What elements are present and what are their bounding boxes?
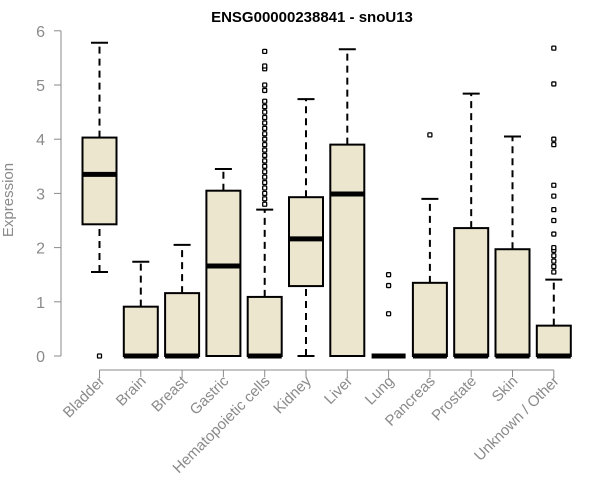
outlier-point (262, 196, 268, 202)
outlier-point (551, 207, 557, 213)
box-0 (81, 41, 118, 359)
x-tick-label: Prostate (428, 373, 480, 425)
box-4 (246, 48, 283, 359)
outlier-point (96, 353, 103, 359)
chart-title: ENSG00000238841 - snoU13 (211, 9, 413, 26)
x-tick-label: Breast (148, 372, 191, 415)
outlier-point (551, 81, 557, 87)
box-8 (411, 132, 448, 359)
y-tick-label: 6 (36, 24, 45, 41)
outlier-point (551, 253, 557, 259)
outlier-point (385, 282, 392, 289)
box-rect (453, 227, 490, 357)
x-tick-label: Brain (113, 373, 150, 410)
outlier-point (551, 244, 557, 251)
outlier-point (262, 201, 268, 207)
outlier-point (551, 182, 557, 188)
outlier-point (551, 231, 557, 237)
box-2 (164, 243, 201, 359)
box-7 (371, 272, 406, 359)
box-5 (288, 98, 324, 357)
box-10 (494, 135, 531, 359)
outlier-point (262, 98, 268, 104)
box-rect (535, 324, 572, 358)
outlier-point (262, 147, 268, 153)
box-11 (535, 45, 572, 359)
outlier-point (262, 131, 268, 137)
y-axis-label: Expression (0, 163, 17, 237)
box-rect (122, 305, 159, 358)
outlier-point (385, 272, 392, 278)
y-tick-label: 3 (36, 186, 45, 203)
x-tick-label: Bladder (60, 373, 109, 422)
x-tick-label: Liver (321, 373, 356, 408)
x-tick-label: Lung (362, 373, 398, 409)
outlier-point (262, 87, 268, 94)
outlier-point (262, 190, 268, 197)
outlier-point (262, 174, 268, 180)
y-tick-label: 0 (36, 349, 45, 366)
outlier-point (551, 141, 557, 148)
outlier-point (551, 269, 557, 275)
box-6 (329, 48, 366, 357)
outlier-point (262, 163, 268, 169)
outlier-point (262, 179, 268, 186)
y-tick-label: 5 (36, 78, 45, 95)
y-tick-label: 2 (36, 241, 45, 258)
outlier-point (551, 45, 557, 51)
outlier-point (262, 63, 268, 69)
box-9 (453, 92, 490, 359)
outlier-point (262, 136, 268, 142)
box-rect (329, 143, 366, 357)
y-tick-label: 1 (36, 295, 45, 312)
outlier-point (262, 185, 268, 191)
box-1 (122, 260, 159, 359)
outlier-point (262, 141, 268, 148)
outlier-point (385, 311, 392, 317)
outlier-point (262, 158, 268, 164)
box-rect (288, 196, 324, 288)
outlier-point (262, 120, 268, 126)
y-tick-label: 4 (36, 132, 45, 149)
outlier-point (427, 132, 433, 138)
outlier-point (262, 104, 268, 110)
box-3 (205, 168, 242, 357)
outlier-point (262, 114, 268, 121)
outlier-point (262, 82, 268, 88)
box-rect (411, 281, 448, 357)
box-rect (205, 189, 242, 357)
outlier-point (551, 258, 557, 264)
outlier-point (262, 125, 268, 132)
x-tick-label: Skin (489, 373, 522, 406)
outlier-point (551, 136, 557, 142)
outlier-point (262, 152, 268, 159)
outlier-point (262, 48, 268, 55)
y-axis: 0 1 2 3 4 5 6 (36, 24, 62, 366)
box-rect (164, 292, 201, 357)
box-series (81, 41, 572, 359)
box-rect (494, 248, 531, 357)
box-rect (81, 136, 118, 226)
outlier-point (551, 217, 557, 224)
box-rect (246, 295, 283, 357)
outlier-point (551, 193, 557, 199)
outlier-point (551, 263, 557, 270)
outlier-point (262, 169, 268, 175)
x-tick-label: Kidney (270, 372, 315, 417)
outlier-point (262, 109, 268, 115)
